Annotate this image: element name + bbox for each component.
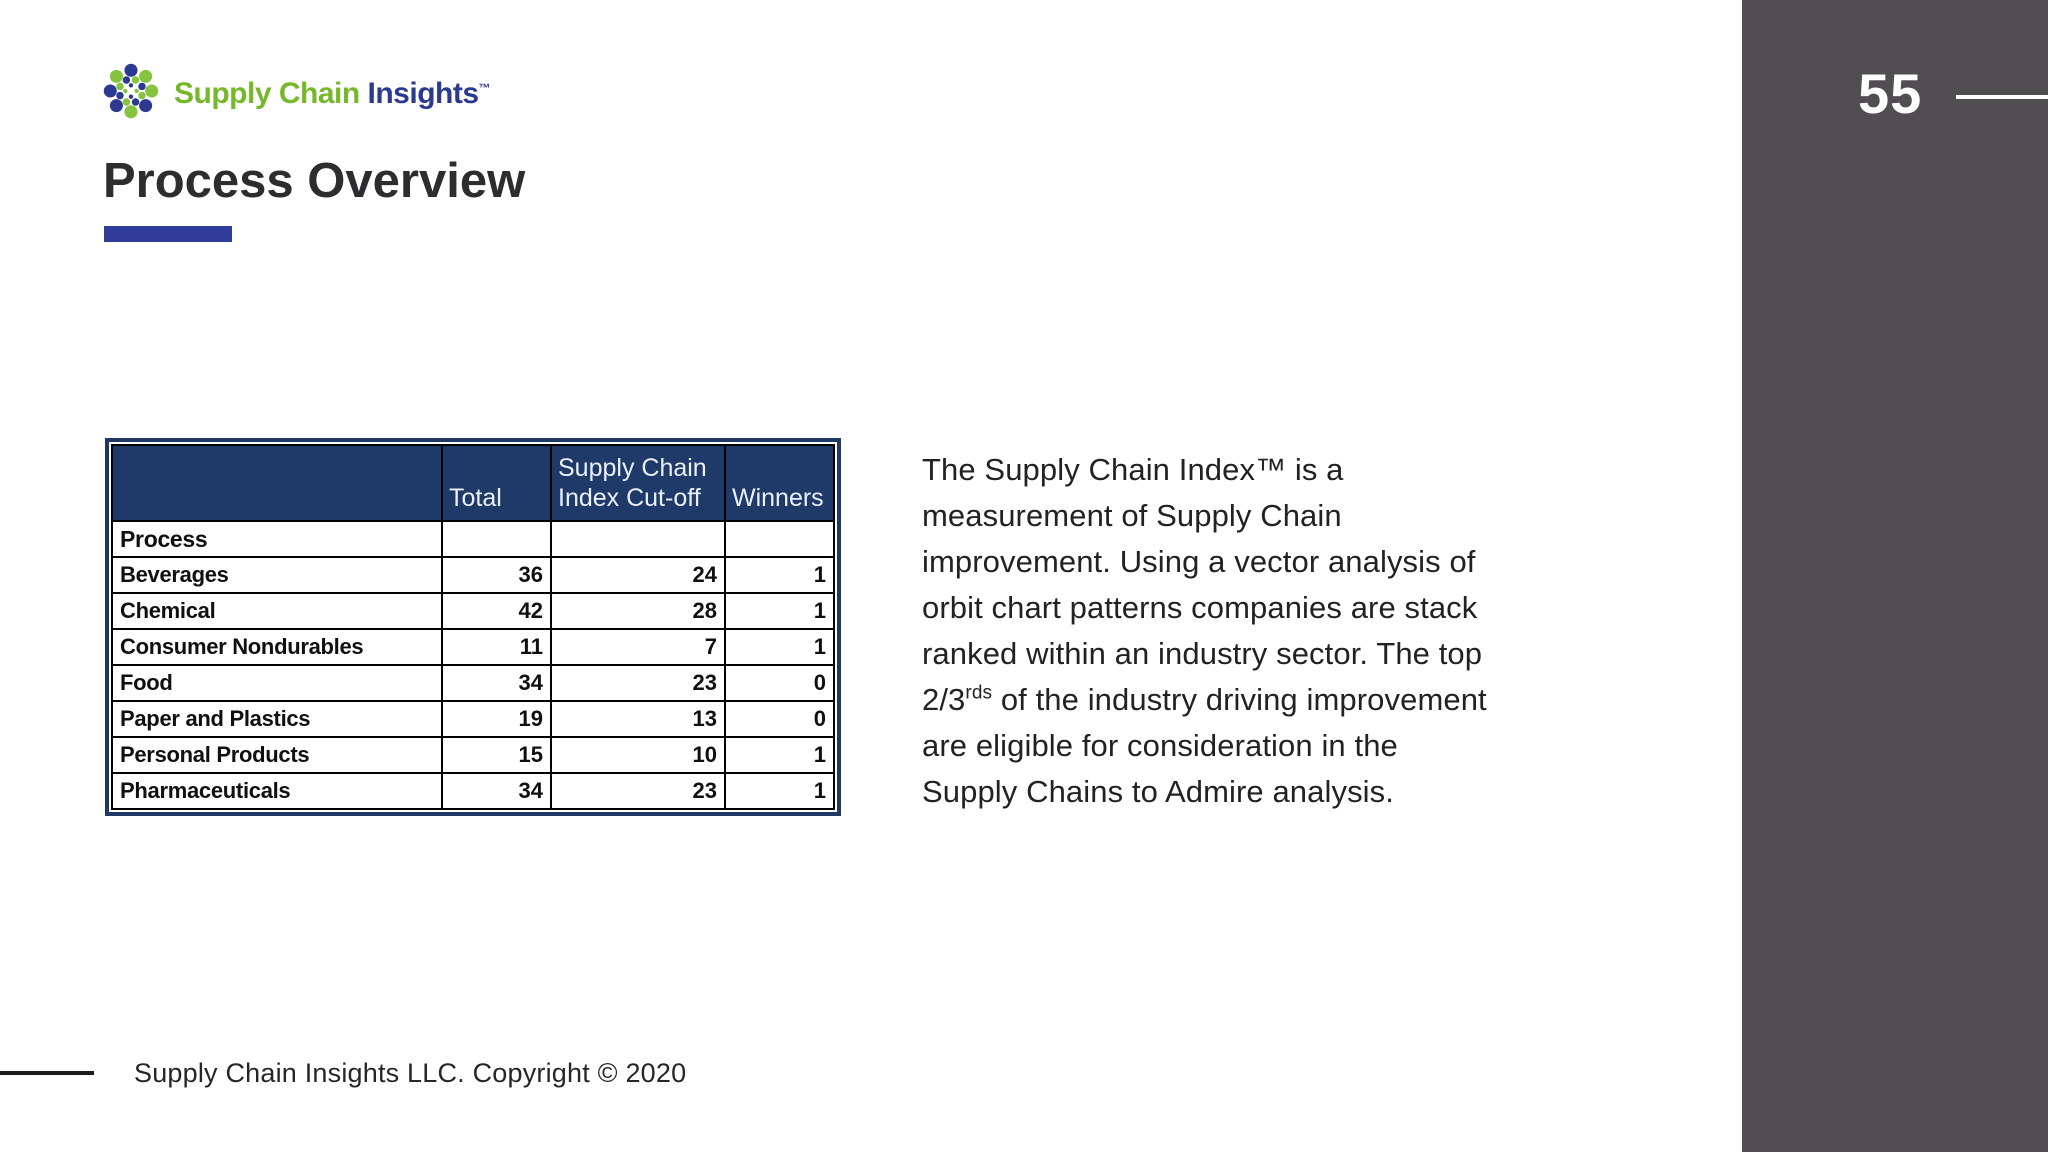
- table-row: Consumer Nondurables 11 7 1: [111, 628, 835, 666]
- cell-total: 15: [441, 736, 552, 774]
- col-header-winners: Winners: [724, 444, 835, 522]
- table-group-label: Process: [111, 520, 443, 558]
- table-header-row: Total Supply Chain Index Cut-off Winners: [111, 444, 835, 522]
- cell-name: Food: [111, 664, 443, 702]
- description-line: Supply Chains to Admire analysis.: [922, 774, 1394, 809]
- cell-winners: 1: [724, 556, 835, 594]
- cell-winners: 1: [724, 772, 835, 810]
- cell-winners: 1: [724, 736, 835, 774]
- brand-logo: Supply Chain Insights™: [102, 62, 491, 125]
- cell-winners: 1: [724, 592, 835, 630]
- table-row: Paper and Plastics 19 13 0: [111, 700, 835, 738]
- page-number: 55: [1858, 62, 1923, 125]
- cell-cutoff: 23: [550, 772, 726, 810]
- logo-text-insights: Insights: [367, 76, 480, 110]
- footer: Supply Chain Insights LLC. Copyright © 2…: [0, 1052, 686, 1094]
- cell-empty: [550, 520, 726, 558]
- cell-winners: 1: [724, 628, 835, 666]
- cell-name: Chemical: [111, 592, 443, 630]
- logo-mark-icon: [102, 62, 160, 125]
- col-header-cutoff: Supply Chain Index Cut-off: [550, 444, 726, 522]
- description-superscript: rds: [965, 682, 993, 704]
- cell-cutoff: 7: [550, 628, 726, 666]
- cell-name: Personal Products: [111, 736, 443, 774]
- cell-winners: 0: [724, 700, 835, 738]
- cell-empty: [441, 520, 552, 558]
- cell-winners: 0: [724, 664, 835, 702]
- cell-name: Paper and Plastics: [111, 700, 443, 738]
- cell-total: 11: [441, 628, 552, 666]
- cell-total: 34: [441, 664, 552, 702]
- cell-name: Beverages: [111, 556, 443, 594]
- description-line: orbit chart patterns companies are stack: [922, 590, 1478, 625]
- table-row: Personal Products 15 10 1: [111, 736, 835, 774]
- description-line: are eligible for consideration in the: [922, 728, 1398, 763]
- cell-total: 34: [441, 772, 552, 810]
- page-number-rule: [1956, 95, 2048, 99]
- side-band: 55: [1742, 0, 2048, 1152]
- cell-cutoff: 28: [550, 592, 726, 630]
- cell-cutoff: 24: [550, 556, 726, 594]
- table-row: Food 34 23 0: [111, 664, 835, 702]
- col-header-empty: [111, 444, 443, 522]
- process-table-grid: Total Supply Chain Index Cut-off Winners…: [111, 444, 835, 810]
- cell-total: 42: [441, 592, 552, 630]
- cell-cutoff: 23: [550, 664, 726, 702]
- cell-cutoff: 10: [550, 736, 726, 774]
- page-title: Process Overview: [103, 154, 526, 208]
- description-line: measurement of Supply Chain: [922, 498, 1342, 533]
- description-line: improvement. Using a vector analysis of: [922, 544, 1476, 579]
- description-fraction: 2/3: [922, 682, 966, 717]
- table-row: Beverages 36 24 1: [111, 556, 835, 594]
- logo-text-supply-chain: Supply Chain: [174, 76, 368, 110]
- cell-total: 19: [441, 700, 552, 738]
- table-group-row: Process: [111, 520, 835, 558]
- description-text: The Supply Chain Index™ is a measurement…: [922, 447, 1662, 815]
- table-row: Chemical 42 28 1: [111, 592, 835, 630]
- cell-name: Consumer Nondurables: [111, 628, 443, 666]
- footer-copyright: Supply Chain Insights LLC. Copyright © 2…: [134, 1057, 687, 1088]
- process-table: Total Supply Chain Index Cut-off Winners…: [105, 438, 841, 816]
- cell-cutoff: 13: [550, 700, 726, 738]
- table-row: Pharmaceuticals 34 23 1: [111, 772, 835, 810]
- cell-total: 36: [441, 556, 552, 594]
- cell-empty: [724, 520, 835, 558]
- description-line: The Supply Chain Index™ is a: [922, 452, 1344, 487]
- description-line: ranked within an industry sector. The to…: [922, 636, 1483, 671]
- description-line: 2/3rds of the industry driving improveme…: [922, 677, 1662, 723]
- logo-wordmark: Supply Chain Insights™: [174, 76, 491, 111]
- logo-trademark: ™: [478, 80, 491, 95]
- description-line-rest: of the industry driving improvement: [992, 682, 1487, 717]
- footer-rule: [0, 1071, 94, 1075]
- cell-name: Pharmaceuticals: [111, 772, 443, 810]
- col-header-total: Total: [441, 444, 552, 522]
- title-accent-bar: [104, 226, 232, 242]
